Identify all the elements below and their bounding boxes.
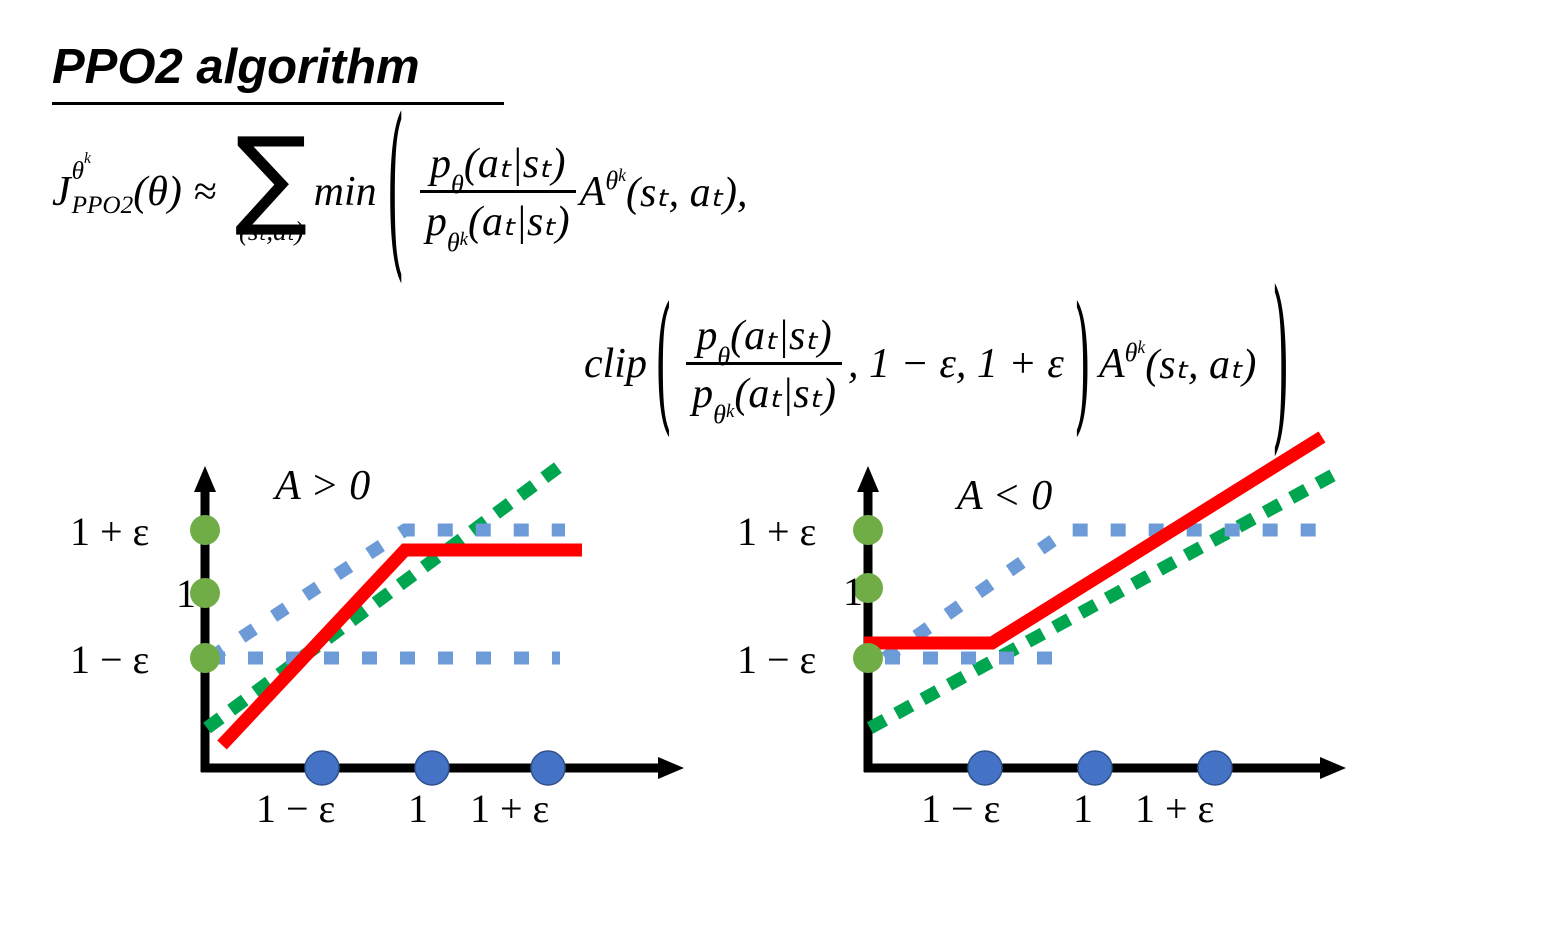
chart-left-ytick-0: 1 + ε [70,509,150,554]
chart-right-ytick-1: 1 [843,569,863,614]
advantage-A-symbol-1: A [579,168,606,215]
chart-right-ytick-0: 1 + ε [737,509,817,554]
chart-left-axes [194,466,684,779]
fraction-bar [686,362,842,365]
fraction-denominator: pθk(aₜ|sₜ) [692,371,836,430]
chart-left-series-clip-blue [206,523,565,664]
advantage-args-1: (sₜ, aₜ), [625,169,748,216]
formula-J-superscript: θk [71,149,91,185]
fraction-numerator: pθ(aₜ|sₜ) [430,140,566,199]
sigma-icon: ∑ [234,115,308,240]
clip-bounds: , 1 − ε, 1 + ε [847,341,1064,387]
formula-J-argument: (θ) [133,168,182,215]
chart-right-y-dot-1plus-eps [853,515,883,545]
chart-right-x-dot-1minus-eps [967,750,1003,786]
min-operator: min [313,168,377,215]
fraction-numerator: pθ(aₜ|sₜ) [696,313,832,372]
x-axis-arrow-icon [658,757,684,779]
open-paren-outer: ( [386,81,405,302]
summation-block: ∑ (sₜ,aₜ) [234,115,308,247]
chart-left-condition-label: A > 0 [275,463,371,509]
fraction-bar [419,189,576,193]
chart-left-y-dot-1plus-eps [190,515,220,545]
chart-left-series-ratio-green [203,460,564,734]
chart-right-x-dot-1 [1077,750,1113,786]
chart-right-ytick-2: 1 − ε [737,637,817,682]
probability-ratio-fraction-2: pθ(aₜ|sₜ) pθk(aₜ|sₜ) [686,310,842,430]
approx-sign: ≈ [193,168,217,215]
chart-right-series-ratio-green [866,468,1339,734]
formula-line-1: J θk PPO2 (θ) ≈ ∑ (sₜ,aₜ) min ( pθ(aₜ|sₜ… [52,81,748,302]
chart-left-xtick-1: 1 [408,786,428,831]
chart-left-ytick-1: 1 [176,571,196,616]
chart-left-ytick-2: 1 − ε [70,637,150,682]
advantage-args-2: (sₜ, aₜ) [1145,342,1257,388]
probability-ratio-fraction-1: pθ(aₜ|sₜ) pθk(aₜ|sₜ) [419,138,576,257]
chart-right-condition-label: A < 0 [957,473,1053,519]
chart-right-series-objective-red [864,431,1326,650]
chart-advantage-negative: A < 0 1 + ε 1 1 − ε 1 − ε 1 1 + ε [725,431,1405,860]
clip-operator: clip [584,341,647,387]
formula-line-2: clip ( pθ(aₜ|sₜ) pθk(aₜ|sₜ) , 1 − ε, 1 +… [584,254,1290,474]
open-paren-clip: ( [654,277,673,451]
page-title: PPO2 algorithm [52,40,420,94]
chart-right-xtick-0: 1 − ε [921,786,1001,831]
close-paren-clip: ) [1073,277,1091,451]
ppo2-objective-formula: J θk PPO2 (θ) ≈ ∑ (sₜ,aₜ) min ( pθ(aₜ|sₜ… [52,81,1532,474]
chart-right-x-dot-1plus-eps [1197,750,1233,786]
chart-left-x-dot-1 [414,750,450,786]
title-underline-rule [52,102,504,105]
chart-right-xtick-2: 1 + ε [1135,786,1215,831]
chart-right-xtick-1: 1 [1073,786,1093,831]
close-paren-outer: ) [1271,254,1290,474]
chart-left-series-objective-red [217,543,582,750]
chart-left-x-dot-1minus-eps [304,750,340,786]
summation-index: (sₜ,aₜ) [238,216,304,247]
chart-left-y-dot-1minus-eps [190,643,220,673]
x-axis-arrow-icon [1320,757,1346,779]
chart-left-xtick-2: 1 + ε [470,786,550,831]
formula-J-subscript: PPO2 [71,191,134,219]
chart-right-plot-area [853,431,1346,786]
chart-advantage-positive: A > 0 1 + ε 1 1 − ε 1 − ε 1 1 + ε [60,440,740,860]
slide-title-block: PPO2 algorithm [52,38,507,105]
chart-right-y-dot-1minus-eps [853,643,883,673]
chart-left-x-dot-1plus-eps [530,750,566,786]
y-axis-arrow-icon [857,466,879,492]
y-axis-arrow-icon [194,466,216,492]
chart-left-y-dot-1 [190,578,220,608]
formula-J-symbol: J [52,168,71,215]
chart-right-y-dot-1 [853,573,883,603]
advantage-A-symbol-2: A [1098,341,1125,387]
chart-right-series-clip-blue [881,523,1325,664]
formula-J-scripts: θk PPO2 [72,150,134,218]
fraction-denominator: pθk(aₜ|sₜ) [425,198,570,257]
chart-left-plot-area [190,460,684,786]
chart-left-xtick-0: 1 − ε [256,786,336,831]
